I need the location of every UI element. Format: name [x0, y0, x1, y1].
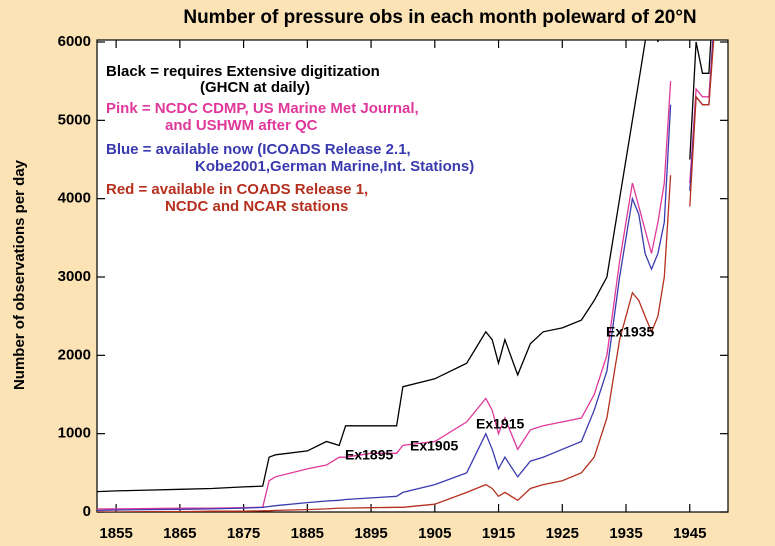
y-tick-label: 2000: [58, 346, 91, 363]
legend-text: Kobe2001,German Marine,Int. Stations): [195, 158, 474, 175]
y-tick-label: 4000: [58, 190, 91, 207]
x-tick-label: 1905: [418, 525, 451, 542]
x-tick-label: 1915: [482, 525, 515, 542]
annotation: Ex1935: [606, 324, 654, 340]
y-tick-label: 6000: [58, 33, 91, 50]
y-tick-label: 5000: [58, 111, 91, 128]
legend-text: Blue = available now (ICOADS Release 2.1…: [106, 141, 411, 158]
annotation: Ex1895: [345, 447, 393, 463]
plot-area: [96, 39, 729, 513]
x-tick-label: 1885: [291, 525, 324, 542]
legend-text: Black = requires Extensive digitization: [106, 63, 380, 80]
x-tick-label: 1935: [609, 525, 642, 542]
annotation: Ex1905: [410, 438, 458, 454]
y-tick-label: 3000: [58, 268, 91, 285]
series-line: [97, 40, 712, 493]
lines: [97, 40, 715, 512]
y-tick-label: 0: [83, 503, 91, 520]
x-tick-label: 1875: [227, 525, 260, 542]
y-tick-label: 1000: [58, 425, 91, 442]
legend-text: NCDC and NCAR stations: [165, 198, 348, 215]
legend-text: Pink = NCDC CDMP, US Marine Met Journal,: [106, 100, 419, 117]
series-line: [97, 40, 715, 512]
x-tick-label: 1855: [99, 525, 132, 542]
x-tick-label: 1865: [163, 525, 196, 542]
legend-text: (GHCN at daily): [200, 79, 310, 96]
x-tick-label: 1925: [546, 525, 579, 542]
legend-text: and USHWM after QC: [165, 117, 318, 134]
annotation: Ex1915: [476, 416, 524, 432]
x-tick-label: 1895: [354, 525, 387, 542]
y-axis-label: Number of observations per day: [11, 159, 28, 390]
chart-title: Number of pressure obs in each month pol…: [183, 7, 696, 28]
x-tick-label: 1945: [673, 525, 706, 542]
legend-text: Red = available in COADS Release 1,: [106, 181, 368, 198]
